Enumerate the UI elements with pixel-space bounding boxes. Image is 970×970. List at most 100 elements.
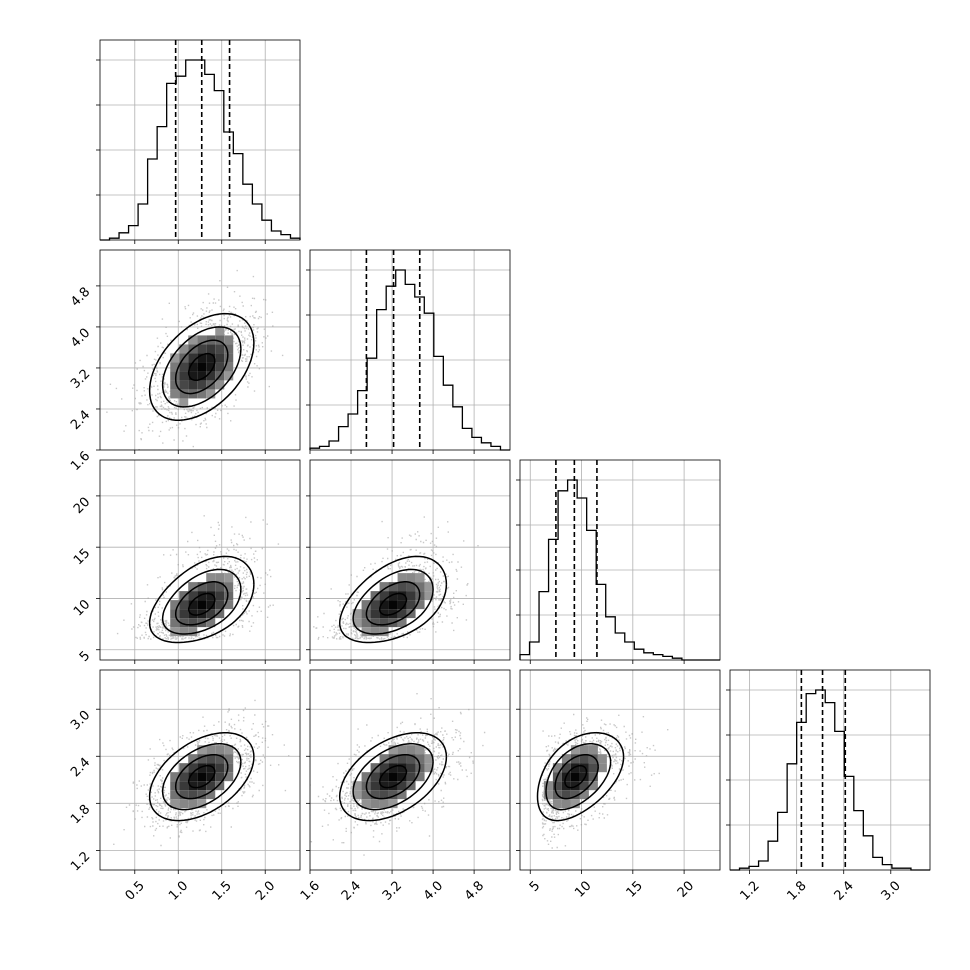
contour-line-3 (545, 742, 612, 811)
density-cell (179, 781, 189, 791)
density-cell (179, 799, 189, 809)
density-cell (561, 790, 571, 800)
density-cell (388, 772, 398, 782)
density-cell (415, 582, 425, 592)
density-cell (179, 772, 189, 782)
density-cell (215, 573, 225, 583)
density-cell (588, 781, 598, 791)
density-cell (224, 582, 234, 592)
density-cell (215, 344, 225, 354)
y-tick-label: 4.8 (68, 285, 93, 310)
density-cell (197, 781, 207, 791)
density-cell (379, 600, 389, 610)
density-cell (397, 754, 407, 764)
density-cell (370, 609, 380, 619)
scatter-panel-2-1 (96, 249, 301, 454)
density-cell (379, 627, 389, 637)
density-cell (597, 763, 607, 773)
histogram-step (730, 689, 930, 871)
density-cell (370, 790, 380, 800)
density-cell (370, 627, 380, 637)
density-cell (206, 344, 216, 354)
scatter-panel-3-2 (306, 459, 511, 664)
density-cell (170, 618, 180, 628)
density-cell (170, 371, 180, 381)
density-cell (197, 591, 207, 601)
density-cell (579, 745, 589, 755)
density-cell (179, 618, 189, 628)
x-tick-label: 2.0 (253, 878, 278, 903)
density-cell (215, 582, 225, 592)
density-cell (206, 781, 216, 791)
density-cell (179, 380, 189, 390)
density-cell (397, 781, 407, 791)
density-cell (361, 790, 371, 800)
density-cell (406, 573, 416, 583)
density-cell (215, 353, 225, 363)
x-tick-label: 20 (675, 878, 697, 900)
density-cell (352, 618, 362, 628)
x-tick-label: 1.8 (784, 878, 809, 903)
panel-frame (519, 669, 721, 871)
panel-content (310, 460, 510, 660)
density-cell (188, 591, 198, 601)
density-cell (370, 772, 380, 782)
density-cell (397, 573, 407, 583)
density-cell (179, 627, 189, 637)
density-cell (188, 353, 198, 363)
contour-line-4 (148, 555, 255, 644)
density-cell (206, 763, 216, 773)
density-cell (188, 763, 198, 773)
histogram-panel-3 (516, 459, 721, 664)
density-cell (170, 389, 180, 399)
panel-frame (99, 669, 301, 871)
density-cell (197, 754, 207, 764)
density-cell (215, 763, 225, 773)
density-cell (215, 781, 225, 791)
density-cell (224, 763, 234, 773)
density-cell (170, 600, 180, 610)
contour-line-2 (174, 753, 229, 800)
y-tick-label: 10 (71, 597, 93, 619)
density-cell (179, 790, 189, 800)
histogram-panel-2 (306, 249, 511, 454)
density-cell (188, 754, 198, 764)
density-cell (379, 772, 389, 782)
density-cell (224, 754, 234, 764)
scatter-panel-4-1 (96, 669, 301, 874)
scatter-points (541, 713, 669, 849)
density-cell (397, 772, 407, 782)
density-cell (561, 754, 571, 764)
density-cell (170, 353, 180, 363)
density-cell (379, 609, 389, 619)
x-tick-label: 2.4 (832, 878, 857, 903)
density-cell (415, 772, 425, 782)
contour-line-4 (338, 732, 448, 822)
density-cell (188, 362, 198, 372)
density-cell (179, 600, 189, 610)
panel-content (100, 460, 300, 660)
density-cell (188, 380, 198, 390)
panel-frame (309, 249, 511, 451)
density-cell (406, 781, 416, 791)
density-cell (579, 772, 589, 782)
density-cell (224, 573, 234, 583)
density-cell (361, 627, 371, 637)
density-cell (197, 582, 207, 592)
density-cell (397, 763, 407, 773)
density-cell (197, 353, 207, 363)
density-cell (188, 772, 198, 782)
density-cell (197, 799, 207, 809)
density-cell (415, 745, 425, 755)
density-cell (197, 790, 207, 800)
y-tick-label: 3.2 (68, 367, 93, 392)
density-cell (415, 573, 425, 583)
density-cell (379, 591, 389, 601)
density-cell (215, 745, 225, 755)
contour-line-1 (187, 764, 216, 789)
contour-line-3 (352, 568, 434, 635)
density-cell (224, 362, 234, 372)
density-cell (379, 582, 389, 592)
x-tick-label: 0.5 (123, 878, 148, 903)
